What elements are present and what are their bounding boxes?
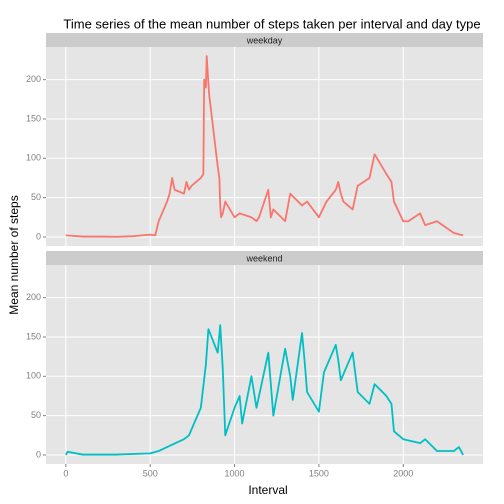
- strip-label: weekday: [246, 35, 283, 45]
- y-tick-label: 0: [36, 231, 41, 241]
- y-tick-label: 200: [26, 74, 41, 84]
- chart-title: Time series of the mean number of steps …: [63, 16, 480, 31]
- x-tick-label: 1000: [225, 468, 245, 478]
- x-tick-label: 500: [143, 468, 158, 478]
- y-axis-label: Mean number of steps: [7, 195, 21, 314]
- y-tick-label: 50: [31, 192, 41, 202]
- y-tick-label: 0: [36, 449, 41, 459]
- y-tick-label: 150: [26, 331, 41, 341]
- panel: [46, 47, 483, 246]
- x-tick-label: 1500: [309, 468, 329, 478]
- y-tick-label: 200: [26, 292, 41, 302]
- y-tick-label: 100: [26, 153, 41, 163]
- data-line: [65, 55, 464, 238]
- panel: [46, 265, 483, 464]
- strip-label: weekend: [245, 253, 282, 263]
- x-tick-label: 2000: [393, 468, 413, 478]
- y-tick-label: 150: [26, 113, 41, 123]
- x-tick-label: 0: [63, 468, 68, 478]
- strip: [46, 33, 483, 47]
- data-line: [65, 324, 464, 456]
- y-tick-label: 100: [26, 371, 41, 381]
- strip: [46, 251, 483, 265]
- y-tick-label: 50: [31, 410, 41, 420]
- x-axis-label: Interval: [248, 483, 287, 497]
